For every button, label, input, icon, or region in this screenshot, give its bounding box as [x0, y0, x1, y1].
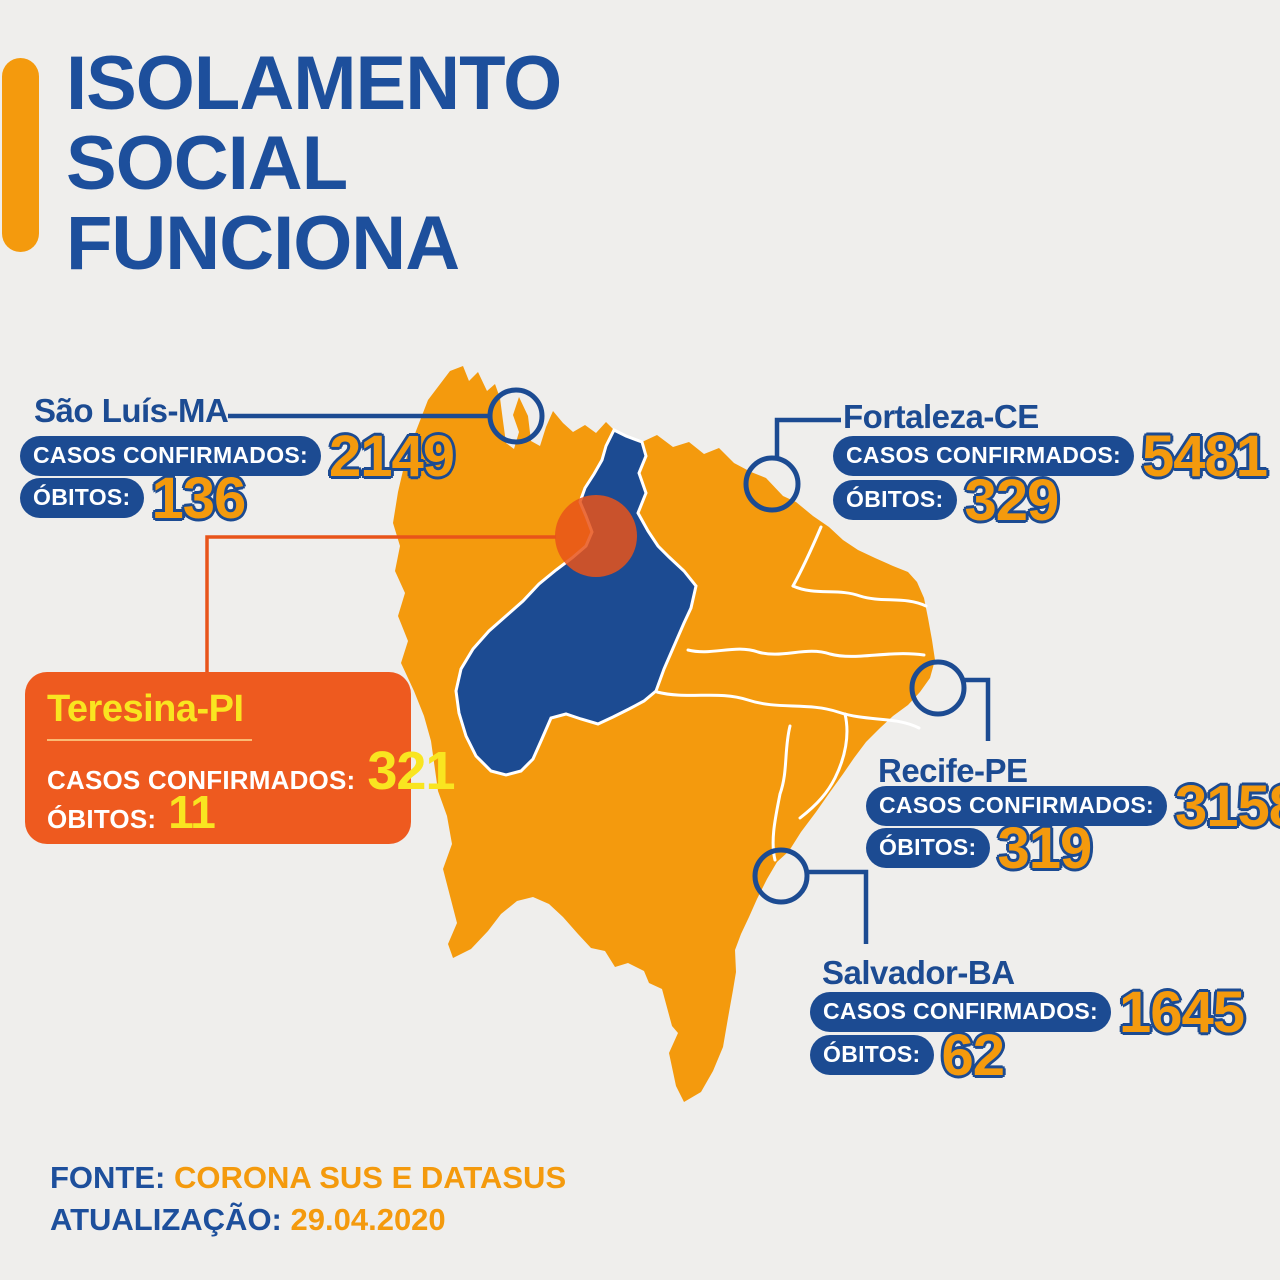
city-block-recife: Recife-PE CASOS CONFIRMADOS: 3158 ÓBITOS… — [866, 752, 1280, 902]
cases-label: CASOS CONFIRMADOS: — [47, 765, 356, 795]
cases-value: 2149 — [329, 423, 455, 489]
city-block-sao-luis: São Luís-MA CASOS CONFIRMADOS: 2149 ÓBIT… — [20, 392, 490, 542]
deaths-label: ÓBITOS: — [47, 804, 157, 834]
cases-row: CASOS CONFIRMADOS: 5481 — [833, 423, 1268, 489]
deaths-row: ÓBITOS: 11 — [47, 786, 389, 838]
state-piaui-highlighted — [454, 427, 698, 777]
salvador-circle — [752, 847, 810, 905]
source-label: FONTE: — [50, 1160, 166, 1195]
deaths-value: 136 — [151, 465, 247, 531]
title-line-1: ISOLAMENTO — [66, 41, 562, 126]
recife-circle — [909, 659, 967, 717]
deaths-value: 62 — [941, 1022, 1006, 1088]
cases-row: CASOS CONFIRMADOS: 2149 — [20, 423, 455, 489]
fortaleza-connector-line — [774, 417, 841, 457]
deaths-row: ÓBITOS: 329 — [833, 467, 1060, 533]
city-name-fortaleza: Fortaleza-CE — [843, 398, 1039, 435]
deaths-label-pill: ÓBITOS: — [810, 1035, 934, 1075]
source-value: CORONA SUS E DATASUS — [174, 1160, 567, 1195]
city-name-sao-luis: São Luís-MA — [34, 392, 229, 429]
city-block-salvador: Salvador-BA CASOS CONFIRMADOS: 1645 ÓBIT… — [810, 954, 1280, 1104]
recife-connector-line — [963, 677, 991, 741]
page-title: ISOLAMENTO SOCIAL FUNCIONA — [66, 41, 562, 286]
title-accent-bar — [2, 58, 39, 252]
deaths-value: 319 — [997, 815, 1093, 881]
city-block-fortaleza: Fortaleza-CE CASOS CONFIRMADOS: 5481 ÓBI… — [833, 398, 1280, 548]
cases-label-pill: CASOS CONFIRMADOS: — [833, 436, 1135, 476]
deaths-row: ÓBITOS: 62 — [810, 1022, 1006, 1088]
city-name-teresina: Teresina-PI — [47, 688, 244, 730]
updated-line: ATUALIZAÇÃO: 29.04.2020 — [50, 1202, 566, 1238]
deaths-label-pill: ÓBITOS: — [20, 478, 144, 518]
updated-label: ATUALIZAÇÃO: — [50, 1202, 282, 1237]
source-line: FONTE: CORONA SUS E DATASUS — [50, 1160, 566, 1196]
cases-value: 1645 — [1119, 979, 1245, 1045]
teresina-marker — [555, 495, 637, 577]
sao-luis-circle — [487, 387, 545, 445]
cases-value: 321 — [367, 741, 455, 801]
cases-label-pill: CASOS CONFIRMADOS: — [866, 786, 1168, 826]
divider — [47, 739, 252, 741]
cases-label-pill: CASOS CONFIRMADOS: — [810, 992, 1112, 1032]
cases-row: CASOS CONFIRMADOS: 1645 — [810, 979, 1245, 1045]
cases-value: 3158 — [1175, 773, 1280, 839]
salvador-connector-line — [807, 869, 869, 944]
cases-row: CASOS CONFIRMADOS: 321 — [47, 744, 456, 798]
deaths-value: 11 — [168, 786, 216, 838]
footer: FONTE: CORONA SUS E DATASUS ATUALIZAÇÃO:… — [50, 1160, 566, 1244]
updated-value: 29.04.2020 — [290, 1202, 446, 1237]
teresina-highlight-box: Teresina-PI CASOS CONFIRMADOS: 321 ÓBITO… — [25, 672, 456, 844]
deaths-label-pill: ÓBITOS: — [866, 828, 990, 868]
teresina-connector-line — [205, 535, 556, 672]
cases-value: 5481 — [1142, 423, 1268, 489]
title-line-3: FUNCIONA — [66, 201, 460, 286]
fortaleza-circle — [743, 455, 801, 513]
title-line-2: SOCIAL — [66, 121, 348, 206]
cases-row: CASOS CONFIRMADOS: 3158 — [866, 773, 1280, 839]
city-name-salvador: Salvador-BA — [822, 954, 1015, 991]
city-name-recife: Recife-PE — [878, 752, 1028, 789]
deaths-row: ÓBITOS: 319 — [866, 815, 1093, 881]
cases-label-pill: CASOS CONFIRMADOS: — [20, 436, 322, 476]
deaths-row: ÓBITOS: 136 — [20, 465, 247, 531]
deaths-label-pill: ÓBITOS: — [833, 480, 957, 520]
deaths-value: 329 — [964, 467, 1060, 533]
